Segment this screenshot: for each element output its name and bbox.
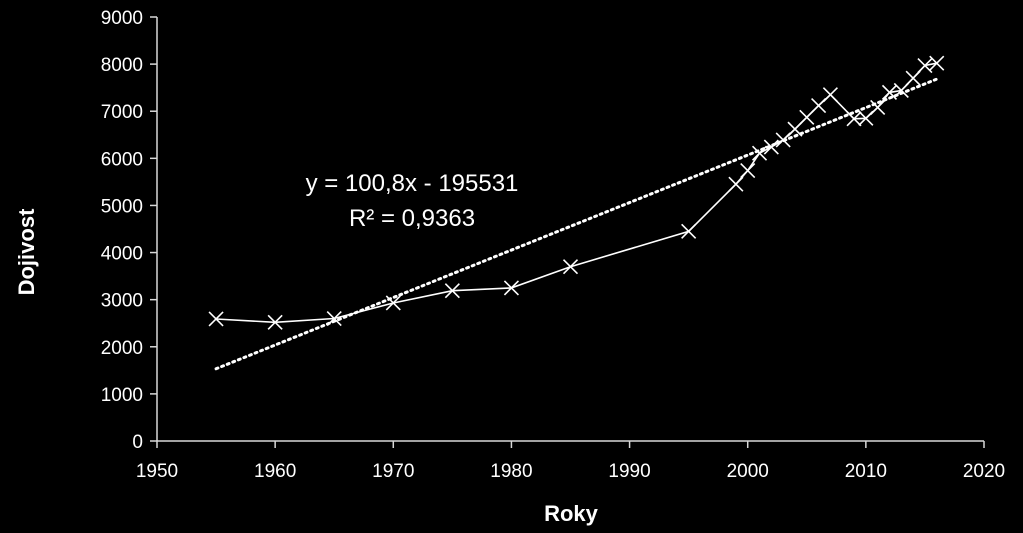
- data-point-marker: [503, 280, 519, 296]
- marker-stroke: [822, 87, 838, 103]
- y-tick-label: 4000: [101, 244, 143, 265]
- data-point-marker: [917, 57, 933, 74]
- x-axis-title: Roky: [544, 501, 599, 526]
- marker-stroke: [751, 145, 768, 161]
- data-point-marker: [787, 121, 803, 137]
- y-tick-label: 7000: [101, 102, 143, 123]
- y-tick-label: 0: [132, 432, 143, 453]
- x-tick-label: 2010: [845, 461, 887, 482]
- marker-stroke: [562, 259, 579, 275]
- marker-stroke: [681, 223, 697, 239]
- data-point-marker: [870, 99, 886, 116]
- y-tick-label: 5000: [101, 196, 143, 217]
- y-tick-label: 2000: [101, 338, 143, 359]
- data-point-marker: [444, 283, 460, 299]
- axes: [156, 17, 984, 442]
- marker-stroke: [846, 111, 862, 127]
- data-point-marker: [846, 111, 862, 127]
- x-tick-label: 1990: [608, 461, 650, 482]
- trendline: [214, 77, 939, 371]
- y-tick-label: 3000: [101, 291, 143, 312]
- x-tick-label: 1970: [372, 461, 414, 482]
- ticks: 1950 1960 1970 1980 1990 2000 2010 2020 0 1000 200…: [101, 8, 1005, 482]
- data-point-marker: [740, 163, 756, 179]
- data-point-marker: [562, 259, 579, 275]
- marker-stroke: [905, 70, 921, 86]
- marker-stroke: [763, 139, 779, 155]
- x-tick-label: 1950: [136, 461, 178, 482]
- data-point-marker: [893, 82, 909, 99]
- y-tick-label: 6000: [101, 149, 143, 170]
- x-tick-label: 1980: [490, 461, 532, 482]
- data-point-marker: [905, 70, 921, 86]
- marker-stroke: [267, 314, 283, 330]
- marker-stroke: [870, 99, 886, 116]
- x-tick-label: 1960: [254, 461, 296, 482]
- marker-stroke: [728, 176, 744, 192]
- marker-stroke: [503, 280, 519, 296]
- data-point-marker: [267, 314, 283, 330]
- marker-stroke: [326, 310, 342, 327]
- y-tick-label: 1000: [101, 385, 143, 406]
- marker-stroke: [881, 84, 898, 100]
- data-point-marker: [326, 310, 342, 327]
- x-tick-label: 2020: [963, 461, 1005, 482]
- data-point-marker: [799, 109, 815, 125]
- series-group: [208, 55, 945, 330]
- x-tick-label: 2000: [727, 461, 769, 482]
- y-axis-title: Dojivost: [14, 208, 39, 295]
- marker-stroke: [893, 82, 909, 99]
- marker-stroke: [444, 283, 460, 299]
- marker-stroke: [787, 121, 803, 137]
- data-point-marker: [385, 295, 401, 311]
- trendline-r-squared: R² = 0,9363: [349, 205, 475, 232]
- y-tick-label: 8000: [101, 55, 143, 76]
- data-point-marker: [751, 145, 768, 161]
- marker-stroke: [385, 295, 401, 311]
- y-tick-label: 9000: [101, 8, 143, 29]
- data-point-marker: [822, 87, 838, 103]
- marker-stroke: [929, 55, 945, 71]
- data-point-marker: [763, 139, 779, 155]
- trendline-equation: y = 100,8x - 195531: [306, 170, 519, 197]
- marker-stroke: [917, 57, 933, 74]
- data-point-marker: [728, 176, 744, 192]
- data-point-marker: [681, 223, 697, 239]
- data-point-marker: [929, 55, 945, 71]
- marker-stroke: [799, 109, 815, 125]
- marker-stroke: [740, 163, 756, 179]
- trendline-group: [214, 77, 939, 371]
- data-point-marker: [208, 311, 224, 327]
- marker-stroke: [208, 311, 224, 327]
